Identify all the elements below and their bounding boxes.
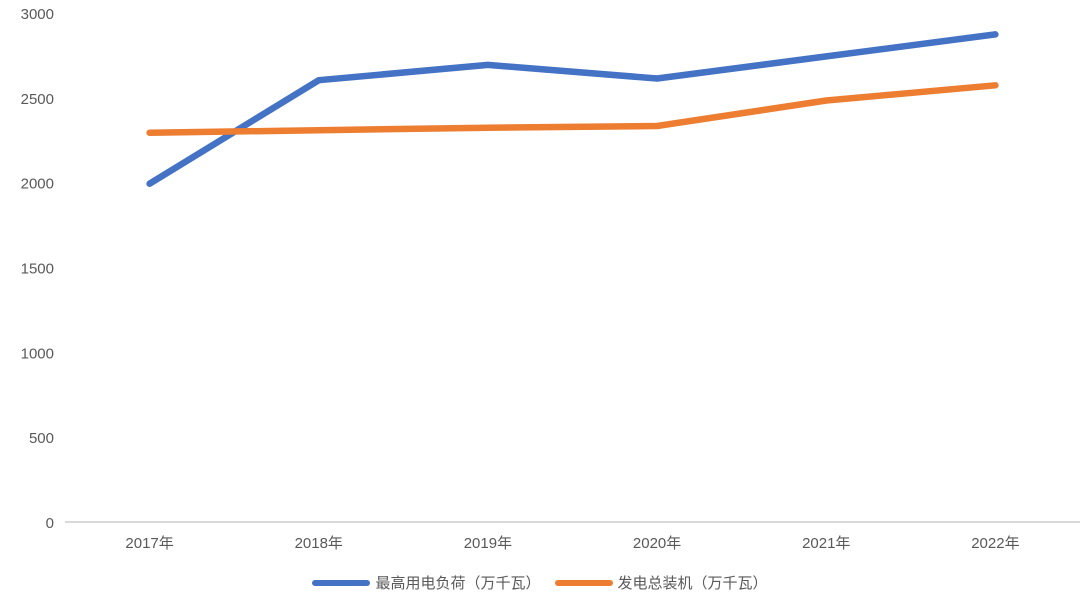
- y-axis-tick-label: 2000: [21, 176, 54, 193]
- legend-swatch-max-load: [312, 579, 371, 586]
- y-axis-tick-label: 0: [46, 515, 54, 532]
- x-axis-tick-label: 2022年: [971, 535, 1019, 552]
- legend-label-installed-capacity: 发电总装机（万千瓦）: [617, 575, 768, 592]
- legend-item-max-load: 最高用电负荷（万千瓦）: [312, 572, 541, 593]
- y-axis-tick-label: 2500: [21, 91, 54, 108]
- legend-label-max-load: 最高用电负荷（万千瓦）: [375, 575, 541, 592]
- x-axis-tick-label: 2021年: [802, 535, 850, 552]
- x-axis-tick-label: 2020年: [633, 535, 681, 552]
- y-axis-tick-label: 1000: [21, 345, 54, 362]
- chart-legend: 最高用电负荷（万千瓦） 发电总装机（万千瓦）: [0, 572, 1080, 593]
- legend-swatch-installed-capacity: [554, 579, 613, 586]
- series-line-1: [146, 82, 999, 137]
- legend-item-installed-capacity: 发电总装机（万千瓦）: [554, 572, 768, 593]
- series-line-0: [146, 31, 999, 187]
- y-axis-tick-label: 500: [29, 430, 54, 447]
- x-axis-tick-label: 2017年: [125, 535, 173, 552]
- x-axis-tick-label: 2019年: [464, 535, 512, 552]
- x-axis-tick-label: 2018年: [295, 535, 343, 552]
- y-axis-tick-label: 3000: [21, 6, 54, 23]
- y-axis-tick-label: 1500: [21, 261, 54, 278]
